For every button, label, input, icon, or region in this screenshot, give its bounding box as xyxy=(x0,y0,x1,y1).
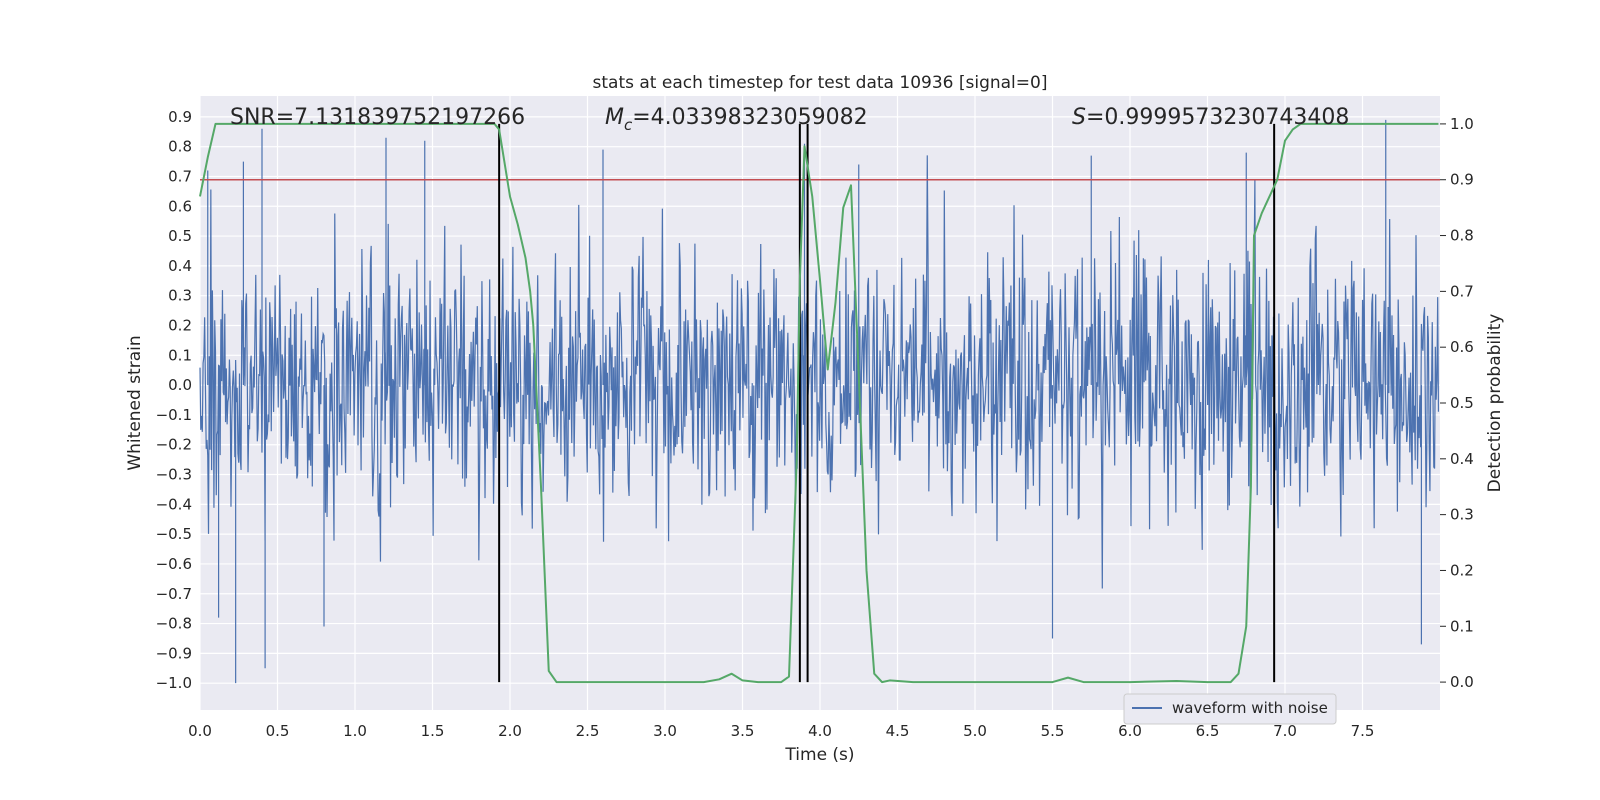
x-tick-label: 4.0 xyxy=(808,722,832,740)
y-tick-label: 0.6 xyxy=(168,197,192,215)
y-tick-label: −0.1 xyxy=(156,406,192,424)
y-right-tick-label: 0.4 xyxy=(1450,450,1474,468)
score-annotation: S=0.9999573230743408 xyxy=(1072,105,1349,130)
probability-series xyxy=(199,122,1439,684)
legend-label-waveform: waveform with noise xyxy=(1172,699,1328,717)
y-tick-label: 0.3 xyxy=(168,287,192,305)
probability-line xyxy=(199,122,1439,684)
y-tick-label: 0.2 xyxy=(168,317,192,335)
y-right-tick-label: 0.7 xyxy=(1450,282,1474,300)
y-right-axis-label: Detection probability xyxy=(1485,314,1505,493)
y-tick-label: −0.3 xyxy=(156,466,192,484)
x-tick-label: 6.0 xyxy=(1118,722,1142,740)
y-right-tick-labels: 1.0 0.9 0.8 0.7 0.6 0.5 0.4 0.3 0.2 0.1 0.0 xyxy=(1440,115,1474,691)
vertical-markers xyxy=(498,123,1276,683)
x-tick-label: 4.5 xyxy=(886,722,910,740)
y-axis-label: Whitened strain xyxy=(125,335,145,470)
score-value: =0.9999573230743408 xyxy=(1086,105,1349,130)
x-tick-label: 1.5 xyxy=(421,722,445,740)
chirp-mass-subscript: c xyxy=(624,116,633,134)
x-tick-label: 7.5 xyxy=(1351,722,1375,740)
y-tick-label: −0.4 xyxy=(156,495,192,513)
x-tick-label: 2.0 xyxy=(498,722,522,740)
legend: waveform with noise xyxy=(1123,693,1337,725)
y-tick-label: −0.2 xyxy=(156,436,192,454)
score-symbol: S xyxy=(1072,105,1086,130)
x-axis-label: Time (s) xyxy=(784,745,854,765)
x-tick-label: 3.0 xyxy=(653,722,677,740)
y-right-tick-label: 0.6 xyxy=(1450,338,1474,356)
y-right-tick-label: 0.0 xyxy=(1450,673,1474,691)
y-right-tick-label: 0.3 xyxy=(1450,506,1474,524)
x-tick-label: 1.0 xyxy=(343,722,367,740)
y-tick-label: 0.1 xyxy=(168,346,192,364)
y-tick-label: 0.5 xyxy=(168,227,192,245)
y-right-tick-label: 0.1 xyxy=(1450,617,1474,635)
x-tick-labels: 0.0 0.5 1.0 1.5 2.0 2.5 3.0 3.5 4.0 4.5 5.0 5.5 6.0 6… xyxy=(188,722,1374,740)
x-tick-label: 7.0 xyxy=(1273,722,1297,740)
y-tick-label: 0.0 xyxy=(168,376,192,394)
y-right-tick-label: 0.8 xyxy=(1450,227,1474,245)
x-tick-label: 0.0 xyxy=(188,722,212,740)
y-tick-label: 0.7 xyxy=(168,167,192,185)
y-tick-label: 0.9 xyxy=(168,108,192,126)
chirp-mass-value: =4.03398323059082 xyxy=(632,105,867,130)
y-right-tick-label: 1.0 xyxy=(1450,115,1474,133)
y-tick-labels: 0.9 0.8 0.7 0.6 0.5 0.4 0.3 0.2 0.1 0.0 −0.1 −0.2 −0… xyxy=(156,108,192,692)
x-tick-label: 3.5 xyxy=(731,722,755,740)
y-tick-label: −0.8 xyxy=(156,615,192,633)
y-tick-label: −0.5 xyxy=(156,525,192,543)
x-tick-label: 5.5 xyxy=(1041,722,1065,740)
y-tick-label: −1.0 xyxy=(156,674,192,692)
chirp-mass-symbol: M xyxy=(605,105,624,130)
y-tick-label: −0.7 xyxy=(156,585,192,603)
y-right-tick-label: 0.9 xyxy=(1450,171,1474,189)
y-tick-label: 0.4 xyxy=(168,257,192,275)
y-tick-label: −0.6 xyxy=(156,555,192,573)
y-tick-label: −0.9 xyxy=(156,644,192,662)
waveform-series xyxy=(199,119,1440,684)
y-right-tick-label: 0.2 xyxy=(1450,561,1474,579)
chart-title: stats at each timestep for test data 109… xyxy=(593,73,1048,93)
waveform-line xyxy=(199,119,1440,684)
chirp-mass-annotation: Mc=4.03398323059082 xyxy=(605,105,868,134)
y-tick-label: 0.8 xyxy=(168,138,192,156)
legend-box xyxy=(1123,693,1337,725)
x-tick-label: 0.5 xyxy=(266,722,290,740)
y-right-tick-label: 0.5 xyxy=(1450,394,1474,412)
x-tick-label: 5.0 xyxy=(963,722,987,740)
x-tick-label: 6.5 xyxy=(1196,722,1220,740)
snr-annotation: SNR=7.131839752197266 xyxy=(230,105,525,130)
x-tick-label: 2.5 xyxy=(576,722,600,740)
